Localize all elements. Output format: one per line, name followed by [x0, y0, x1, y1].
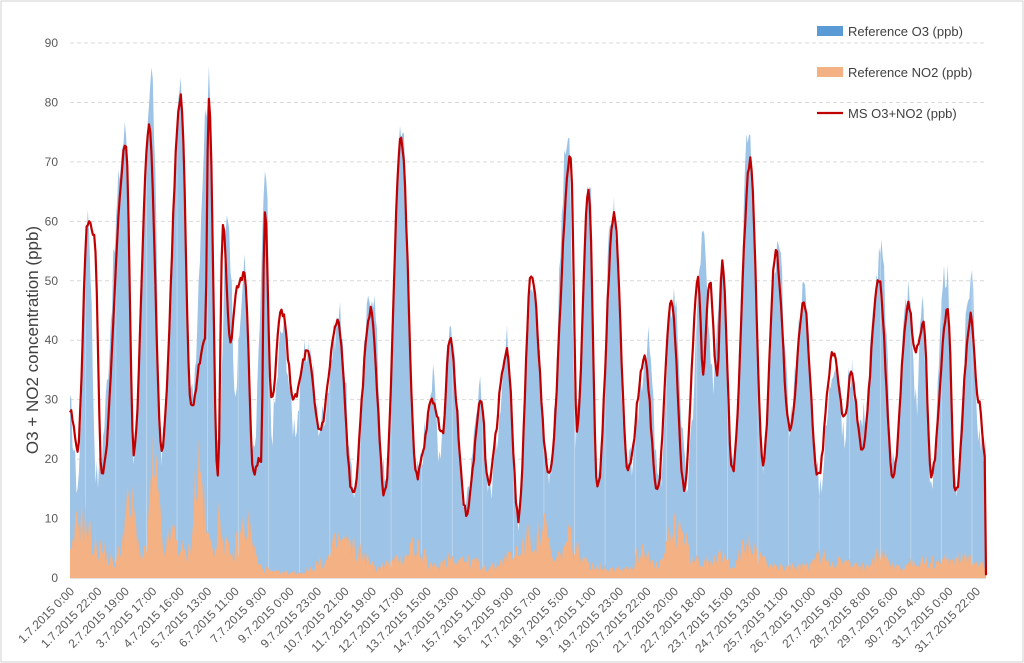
legend-label: MS O3+NO2 (ppb) [848, 106, 957, 121]
y-tick-label: 80 [45, 95, 59, 109]
y-tick-label: 70 [45, 155, 59, 169]
x-axis-ticks: 1.7.2015 0:001.7.2015 22:002.7.2015 19:0… [15, 584, 983, 655]
y-tick-label: 20 [45, 452, 59, 466]
y-tick-label: 60 [45, 214, 59, 228]
y-axis-ticks: 0 10 20 30 40 50 60 70 80 90 [45, 36, 59, 585]
legend-swatch [817, 67, 843, 77]
legend-label: Reference O3 (ppb) [848, 24, 963, 39]
y-tick-label: 10 [45, 512, 59, 526]
series-reference-o3 [70, 65, 986, 579]
legend-swatch [817, 26, 843, 36]
y-tick-label: 90 [45, 36, 59, 50]
series-ms-o3-no2 [69, 93, 988, 576]
y-axis-label: O3 + NO2 concentration (ppb) [23, 226, 42, 454]
line-ms-o3-no2 [69, 93, 988, 576]
area-reference-no2 [70, 433, 986, 578]
legend: Reference O3 (ppb) Reference NO2 (ppb) MS … [817, 24, 972, 121]
legend-label: Reference NO2 (ppb) [848, 65, 972, 80]
y-tick-label: 50 [45, 274, 59, 288]
area-reference-o3 [70, 65, 986, 579]
series-reference-no2 [70, 433, 986, 578]
y-tick-label: 40 [45, 333, 59, 347]
y-tick-label: 30 [45, 393, 59, 407]
y-tick-label: 0 [51, 571, 58, 585]
